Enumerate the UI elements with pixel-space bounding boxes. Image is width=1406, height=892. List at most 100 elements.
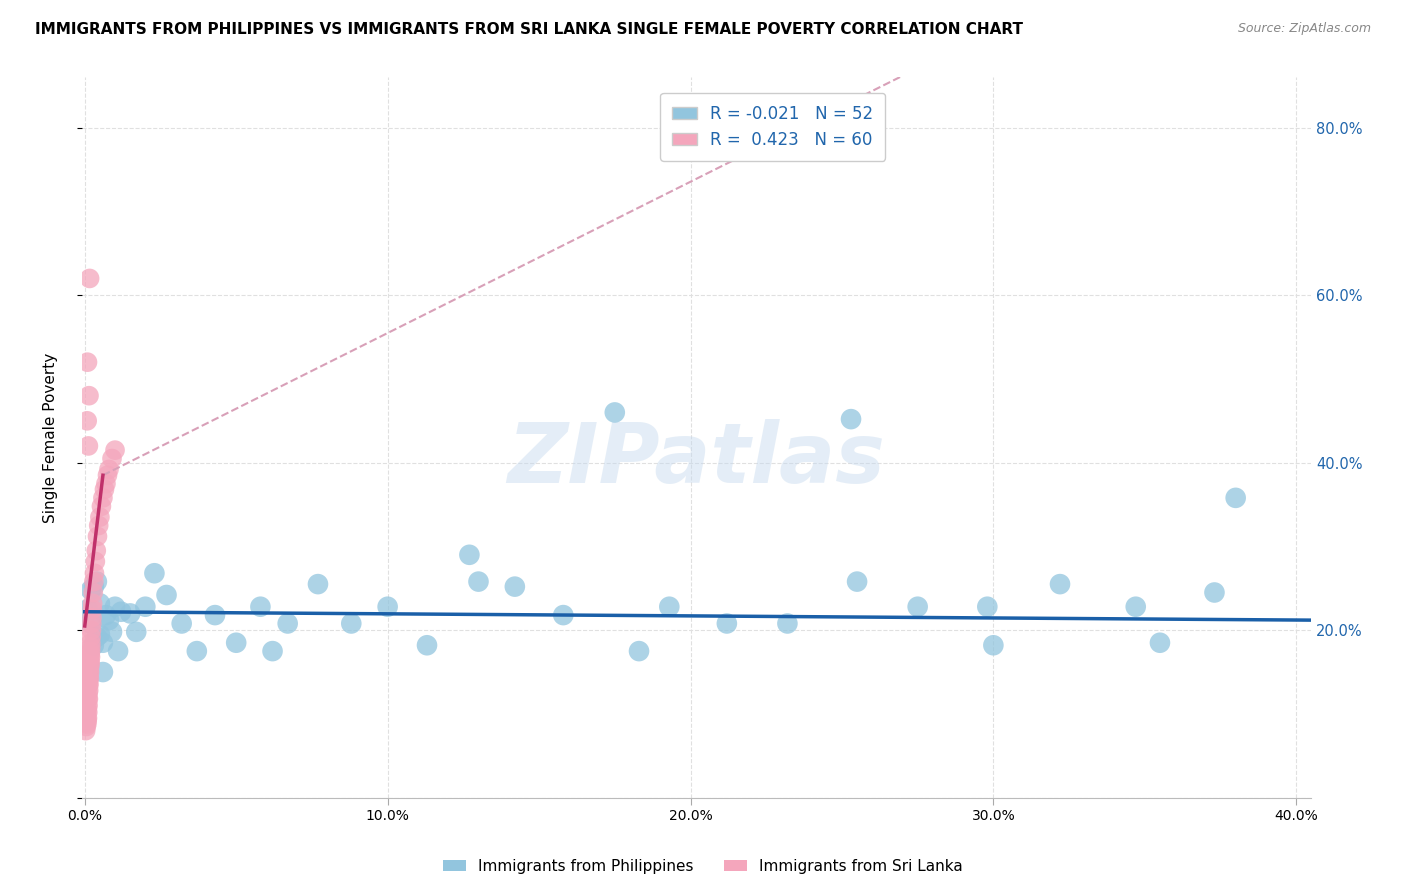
Point xyxy=(839,412,862,426)
Point xyxy=(76,355,98,369)
Legend: Immigrants from Philippines, Immigrants from Sri Lanka: Immigrants from Philippines, Immigrants … xyxy=(437,853,969,880)
Point xyxy=(1204,585,1226,599)
Point xyxy=(79,644,101,658)
Point xyxy=(76,714,98,728)
Point xyxy=(76,705,98,719)
Point xyxy=(467,574,489,589)
Point xyxy=(77,672,100,686)
Point xyxy=(79,271,101,285)
Point xyxy=(98,613,121,627)
Point xyxy=(277,616,299,631)
Text: ZIPatlas: ZIPatlas xyxy=(508,418,886,500)
Point xyxy=(89,510,111,524)
Point xyxy=(79,658,101,673)
Point xyxy=(907,599,929,614)
Point xyxy=(91,491,114,505)
Point xyxy=(79,672,101,686)
Point xyxy=(76,700,98,714)
Y-axis label: Single Female Poverty: Single Female Poverty xyxy=(44,352,58,523)
Point xyxy=(75,715,97,730)
Point xyxy=(143,566,166,581)
Point xyxy=(79,647,101,661)
Point xyxy=(91,636,114,650)
Point xyxy=(76,711,98,725)
Point xyxy=(249,599,271,614)
Point xyxy=(93,483,115,497)
Point xyxy=(79,655,101,669)
Point xyxy=(80,610,103,624)
Point xyxy=(90,500,112,514)
Point xyxy=(77,389,100,403)
Point xyxy=(416,638,439,652)
Point xyxy=(96,468,118,483)
Point xyxy=(204,608,226,623)
Point xyxy=(983,638,1005,652)
Point xyxy=(89,596,111,610)
Point xyxy=(77,666,100,681)
Point xyxy=(83,574,105,589)
Point xyxy=(104,443,127,458)
Point xyxy=(110,605,132,619)
Point xyxy=(125,624,148,639)
Point xyxy=(80,630,103,644)
Point xyxy=(86,529,108,543)
Point xyxy=(83,566,105,581)
Point xyxy=(77,678,100,692)
Point xyxy=(80,616,103,631)
Point xyxy=(79,650,101,665)
Point xyxy=(75,719,97,733)
Point xyxy=(603,405,626,419)
Point xyxy=(262,644,284,658)
Point xyxy=(340,616,363,631)
Point xyxy=(186,644,208,658)
Point xyxy=(76,705,98,719)
Point xyxy=(77,698,100,713)
Point xyxy=(77,439,100,453)
Point xyxy=(458,548,481,562)
Point xyxy=(82,596,104,610)
Point xyxy=(627,644,650,658)
Point xyxy=(82,585,104,599)
Point xyxy=(77,691,100,706)
Point xyxy=(658,599,681,614)
Point xyxy=(776,616,799,631)
Point xyxy=(120,607,142,621)
Point xyxy=(76,414,98,428)
Point xyxy=(79,665,101,679)
Text: Source: ZipAtlas.com: Source: ZipAtlas.com xyxy=(1237,22,1371,36)
Point xyxy=(170,616,193,631)
Point xyxy=(79,655,101,669)
Point xyxy=(976,599,998,614)
Point xyxy=(82,602,104,616)
Point xyxy=(716,616,738,631)
Point xyxy=(307,577,329,591)
Point xyxy=(846,574,869,589)
Point xyxy=(377,599,399,614)
Point xyxy=(76,711,98,725)
Point xyxy=(75,703,97,717)
Point xyxy=(86,630,108,644)
Point xyxy=(79,661,101,675)
Point xyxy=(155,588,177,602)
Point xyxy=(1225,491,1247,505)
Point xyxy=(87,518,110,533)
Point xyxy=(80,640,103,654)
Point xyxy=(76,717,98,731)
Point xyxy=(107,644,129,658)
Point xyxy=(75,711,97,725)
Text: IMMIGRANTS FROM PHILIPPINES VS IMMIGRANTS FROM SRI LANKA SINGLE FEMALE POVERTY C: IMMIGRANTS FROM PHILIPPINES VS IMMIGRANT… xyxy=(35,22,1024,37)
Point xyxy=(104,599,127,614)
Point xyxy=(80,636,103,650)
Point xyxy=(80,616,103,631)
Point xyxy=(79,650,101,665)
Point xyxy=(86,574,108,589)
Point xyxy=(94,608,117,623)
Point xyxy=(75,723,97,738)
Point xyxy=(1125,599,1147,614)
Point xyxy=(76,691,98,706)
Point xyxy=(83,580,105,594)
Point xyxy=(1149,636,1171,650)
Point xyxy=(80,623,103,637)
Point xyxy=(503,580,526,594)
Point xyxy=(225,636,247,650)
